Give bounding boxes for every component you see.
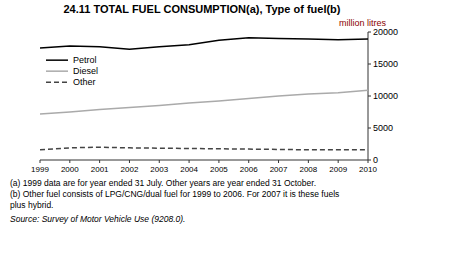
x-tick-label: 2009	[329, 165, 347, 174]
y-tick	[368, 32, 371, 33]
x-tick	[248, 160, 249, 163]
legend-swatch	[46, 59, 68, 61]
x-tick-label: 2002	[121, 165, 139, 174]
x-tick	[69, 160, 70, 163]
legend-swatch	[46, 81, 68, 83]
x-tick	[159, 160, 160, 163]
legend-label: Other	[73, 77, 96, 87]
x-tick-label: 2004	[180, 165, 198, 174]
y-tick	[368, 128, 371, 129]
y-tick	[368, 64, 371, 65]
series-line	[40, 147, 368, 150]
x-tick-label: 2010	[359, 165, 377, 174]
footnote: (a) 1999 data are for year ended 31 July…	[10, 178, 316, 188]
y-tick-label: 15000	[373, 59, 398, 69]
x-tick-label: 2006	[240, 165, 258, 174]
legend-label: Diesel	[73, 66, 98, 76]
series-line	[40, 90, 368, 114]
y-tick	[368, 96, 371, 97]
x-tick-label: 2001	[91, 165, 109, 174]
x-tick	[189, 160, 190, 163]
x-tick	[308, 160, 309, 163]
x-tick-label: 2005	[210, 165, 228, 174]
x-tick	[218, 160, 219, 163]
x-tick	[368, 160, 369, 163]
series-line	[40, 38, 368, 50]
x-axis	[40, 160, 368, 161]
y-tick-label: 20000	[373, 27, 398, 37]
y-tick-label: 0	[373, 155, 378, 165]
legend: PetrolDieselOther	[46, 55, 98, 87]
chart: 24.11 TOTAL FUEL CONSUMPTION(a), Type of…	[0, 0, 459, 254]
footnote: Source: Survey of Motor Vehicle Use (920…	[10, 214, 185, 224]
legend-label: Petrol	[73, 55, 97, 65]
legend-swatch	[46, 70, 68, 72]
title: 24.11 TOTAL FUEL CONSUMPTION(a), Type of…	[63, 3, 340, 15]
x-tick-label: 2000	[61, 165, 79, 174]
footnote: (b) Other fuel consists of LPG/CNG/dual …	[10, 189, 339, 199]
x-tick	[40, 160, 41, 163]
plot-area	[40, 38, 368, 150]
y-tick-label: 10000	[373, 91, 398, 101]
x-tick	[338, 160, 339, 163]
x-tick-label: 2008	[299, 165, 317, 174]
y-tick-label: 5000	[373, 123, 393, 133]
x-tick	[99, 160, 100, 163]
footnote: plus hybrid.	[10, 200, 53, 210]
x-tick-label: 1999	[31, 165, 49, 174]
x-tick	[129, 160, 130, 163]
x-tick-label: 2007	[270, 165, 288, 174]
x-tick-label: 2003	[150, 165, 168, 174]
x-tick	[278, 160, 279, 163]
